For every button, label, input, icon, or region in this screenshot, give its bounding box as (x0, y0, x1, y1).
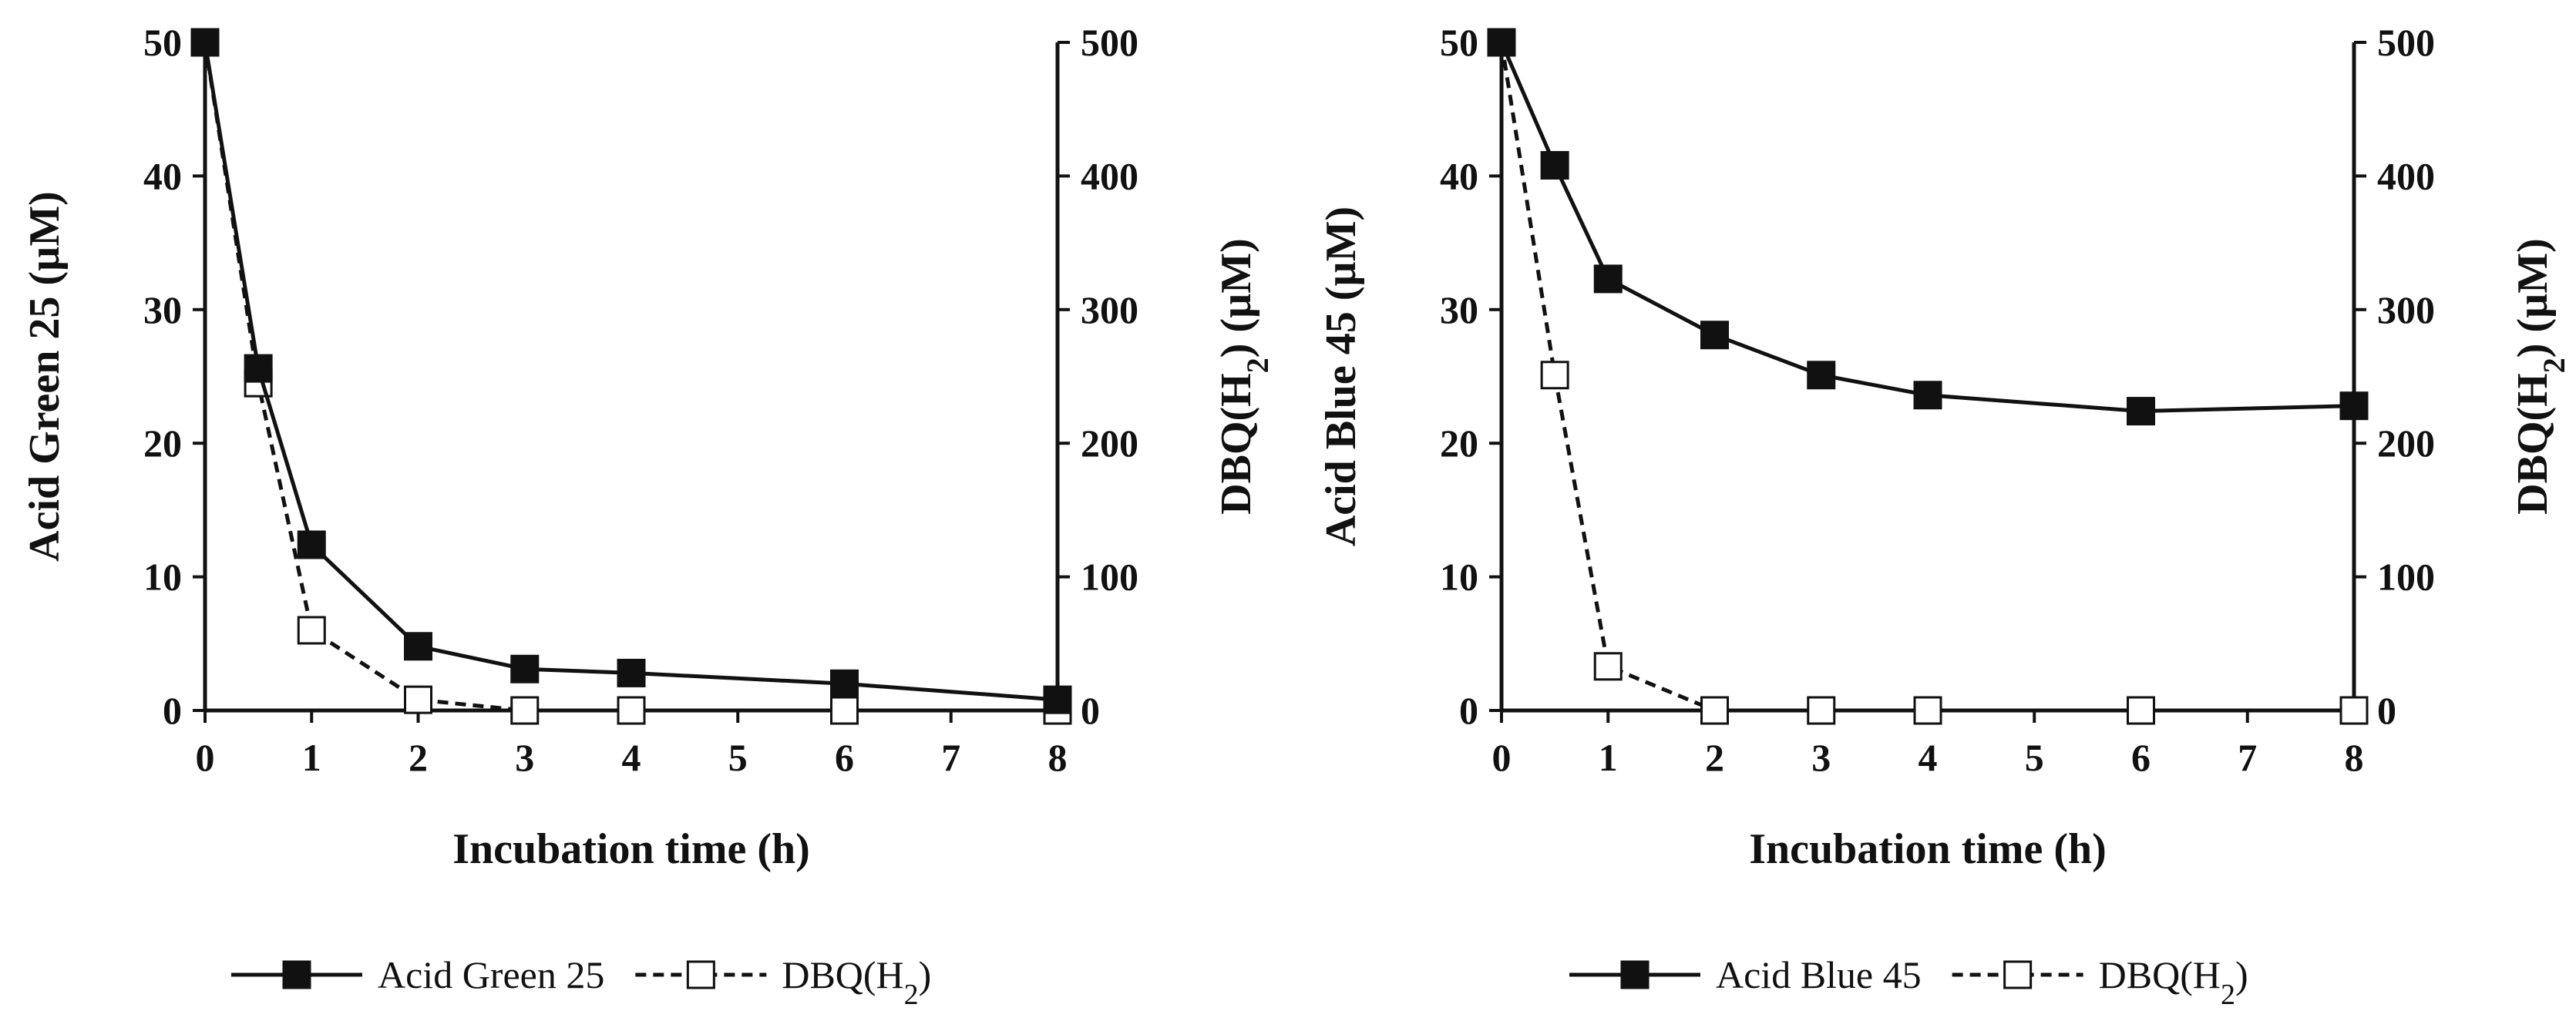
x-tick-label: 3 (1811, 736, 1831, 779)
x-tick-label: 4 (622, 736, 641, 779)
x-axis-title: Incubation time (h) (452, 825, 810, 873)
legend-label-dbq-h2: DBQ(H2) (782, 953, 931, 1011)
left-y-tick-label: 50 (1440, 21, 1478, 64)
left-y-tick-label: 0 (1459, 689, 1478, 732)
series-line-acid-green-25 (203, 42, 1058, 702)
data-point-acid-green-25 (404, 632, 432, 661)
legend-marker-dbq-h2 (686, 960, 715, 989)
x-tick-label: 0 (196, 736, 215, 779)
legend-marker-dbq-h2 (2003, 960, 2033, 989)
right-y-axis-title: DBQ(H2) (µM) (2509, 238, 2571, 515)
data-point-acid-green-25 (617, 658, 646, 687)
x-tick-label: 6 (835, 736, 854, 779)
x-tick-label: 8 (2345, 736, 2364, 779)
left-y-tick-label: 10 (1440, 556, 1478, 599)
left-y-tick-label: 20 (1440, 421, 1478, 465)
legend-label-acid-green-25: Acid Green 25 (378, 953, 604, 996)
left-y-tick-label: 10 (143, 556, 182, 599)
right-y-tick-label: 500 (2377, 21, 2435, 64)
right-y-tick-label: 400 (2377, 154, 2435, 197)
data-point-dbq-h2 (1700, 696, 1729, 725)
data-point-acid-blue-45 (1593, 264, 1623, 294)
data-point-acid-blue-45 (1700, 321, 1729, 350)
data-point-acid-green-25 (244, 354, 273, 383)
series-line-acid-blue-45 (1499, 42, 2355, 414)
x-tick-label: 5 (728, 736, 748, 779)
series-line-dbq-h2 (203, 42, 1058, 713)
data-point-acid-blue-45 (2339, 391, 2369, 421)
legend-label-acid-blue-45: Acid Blue 45 (1716, 953, 1922, 996)
data-point-acid-green-25 (1043, 685, 1072, 714)
data-point-dbq-h2 (2127, 696, 2155, 725)
left-y-axis-title: Acid Green 25 (µM) (21, 191, 69, 562)
left-y-tick-label: 30 (143, 288, 182, 331)
chart-panel-acid-blue-45: 0 1 2 3 4 5 6 7 8010203040500100200300400500Incu… (1317, 21, 2571, 1011)
right-y-axis-title: DBQ(H2) (µM) (1212, 238, 1275, 515)
right-y-tick-label: 500 (1081, 21, 1138, 64)
right-y-tick-label: 0 (1081, 689, 1100, 732)
left-y-tick-label: 40 (143, 154, 182, 197)
left-y-tick-label: 40 (1440, 154, 1478, 197)
data-point-acid-green-25 (830, 669, 859, 698)
x-tick-label: 0 (1492, 736, 1512, 779)
data-point-dbq-h2 (830, 696, 859, 725)
x-axis-title: Incubation time (h) (1749, 825, 2107, 873)
left-y-axis-title: Acid Blue 45 (µM) (1317, 207, 1365, 546)
x-tick-label: 8 (1048, 736, 1068, 779)
data-point-dbq-h2 (510, 696, 540, 725)
right-y-tick-label: 100 (2377, 556, 2435, 599)
right-y-tick-label: 100 (1081, 556, 1138, 599)
left-y-tick-label: 0 (163, 689, 182, 732)
data-point-dbq-h2 (1540, 361, 1569, 390)
data-point-dbq-h2 (2339, 696, 2369, 725)
data-point-acid-blue-45 (1487, 28, 1516, 57)
right-y-tick-label: 200 (1081, 421, 1138, 465)
right-y-tick-label: 200 (2377, 421, 2435, 465)
right-y-tick-label: 0 (2377, 689, 2396, 732)
data-point-acid-blue-45 (2127, 397, 2155, 426)
data-point-dbq-h2 (1913, 696, 1942, 725)
legend-marker-acid-green-25 (282, 960, 311, 989)
data-point-acid-green-25 (510, 654, 540, 683)
x-tick-label: 2 (409, 736, 428, 779)
data-point-acid-blue-45 (1913, 381, 1942, 410)
x-tick-label: 1 (1599, 736, 1618, 779)
data-point-acid-blue-45 (1807, 361, 1836, 390)
chart-panel-acid-green-25: 0 1 2 3 4 5 6 7 8010203040500100200300400500Incu… (21, 21, 1275, 1011)
data-point-acid-green-25 (190, 28, 220, 57)
legend-label-dbq-h2: DBQ(H2) (2099, 953, 2248, 1011)
x-tick-label: 3 (515, 736, 534, 779)
x-tick-label: 5 (2025, 736, 2044, 779)
x-tick-label: 6 (2131, 736, 2151, 779)
data-point-dbq-h2 (617, 696, 646, 725)
left-y-tick-label: 20 (143, 421, 182, 465)
left-y-tick-label: 50 (143, 21, 182, 64)
data-point-dbq-h2 (1807, 696, 1836, 725)
data-point-dbq-h2 (297, 616, 326, 645)
data-point-dbq-h2 (1593, 652, 1623, 681)
left-y-tick-label: 30 (1440, 288, 1478, 331)
x-tick-label: 4 (1919, 736, 1938, 779)
x-tick-label: 1 (302, 736, 321, 779)
x-tick-label: 7 (2238, 736, 2257, 779)
right-y-tick-label: 300 (2377, 288, 2435, 331)
series-line-dbq-h2 (1499, 42, 2354, 713)
data-point-acid-green-25 (297, 530, 326, 559)
right-y-tick-label: 300 (1081, 288, 1138, 331)
x-tick-label: 2 (1705, 736, 1724, 779)
x-tick-label: 7 (941, 736, 960, 779)
data-point-acid-blue-45 (1540, 151, 1569, 180)
right-y-tick-label: 400 (1081, 154, 1138, 197)
data-point-dbq-h2 (404, 685, 432, 714)
legend-marker-acid-blue-45 (1620, 960, 1650, 989)
